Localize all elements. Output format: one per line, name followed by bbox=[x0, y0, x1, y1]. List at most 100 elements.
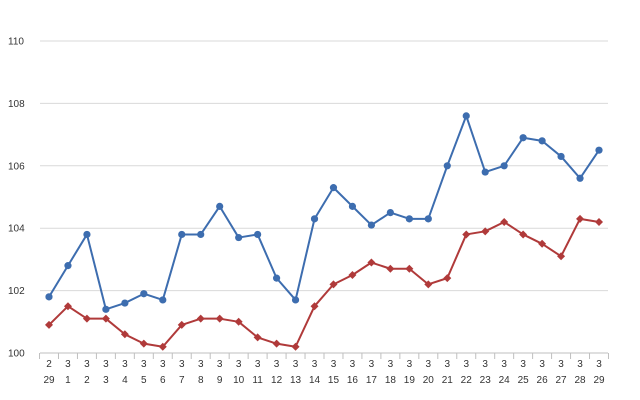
series-2-point bbox=[367, 258, 376, 267]
x-tick-label-month: 3 bbox=[482, 359, 488, 370]
series-1-point bbox=[197, 230, 205, 239]
series-2-point bbox=[196, 314, 205, 323]
x-tick-label-month: 3 bbox=[84, 359, 90, 370]
series-2-point bbox=[348, 271, 357, 279]
x-tick-label-month: 3 bbox=[444, 359, 450, 370]
x-tick-label-month: 3 bbox=[293, 359, 299, 370]
x-tick-label-month: 3 bbox=[520, 359, 526, 370]
x-tick-label-day: 20 bbox=[423, 375, 435, 386]
x-tick-label-month: 3 bbox=[103, 359, 109, 370]
series-2-point bbox=[177, 320, 186, 329]
x-tick-label-month: 3 bbox=[558, 359, 564, 370]
x-tick-label-month: 3 bbox=[255, 359, 261, 370]
x-tick-label-month: 3 bbox=[198, 359, 204, 370]
x-tick-label-month: 3 bbox=[217, 359, 223, 370]
x-tick-label-day: 22 bbox=[461, 375, 473, 386]
series-1-point bbox=[348, 202, 357, 210]
x-tick-label-day: 17 bbox=[366, 375, 378, 386]
series-1-point bbox=[329, 184, 338, 192]
x-tick-label-day: 10 bbox=[233, 375, 245, 386]
x-tick-label-day: 29 bbox=[43, 375, 55, 386]
series-2-point bbox=[329, 280, 338, 289]
series-2 bbox=[45, 214, 603, 351]
x-tick-label-month: 3 bbox=[236, 359, 242, 370]
series-1-point bbox=[178, 230, 186, 239]
series-1-point bbox=[386, 209, 394, 217]
x-tick-label-month: 3 bbox=[274, 359, 280, 370]
x-tick-label-day: 1 bbox=[65, 375, 71, 386]
series-2-point bbox=[405, 264, 414, 273]
series-2-point bbox=[45, 320, 53, 329]
x-tick-label-month: 3 bbox=[577, 359, 583, 370]
series-1-point bbox=[272, 274, 281, 282]
x-tick-label-day: 26 bbox=[537, 375, 549, 386]
x-tick-label-month: 3 bbox=[65, 359, 71, 370]
series-2-point bbox=[139, 339, 148, 348]
series-1-line bbox=[48, 114, 600, 311]
x-tick-label-day: 23 bbox=[480, 375, 492, 386]
series-2-point bbox=[310, 302, 319, 311]
series-1-point bbox=[64, 262, 72, 270]
series-2-point bbox=[234, 317, 243, 326]
x-tick-label-day: 3 bbox=[103, 375, 109, 386]
series-2-point bbox=[63, 302, 72, 311]
series-1-point bbox=[595, 146, 603, 154]
x-tick-label-month: 3 bbox=[312, 359, 318, 370]
series-1-point bbox=[424, 215, 432, 223]
y-tick-label: 104 bbox=[8, 224, 25, 235]
x-tick-label-month: 3 bbox=[122, 359, 128, 370]
series-1-point bbox=[443, 162, 451, 170]
x-tick-label-month: 3 bbox=[407, 359, 413, 370]
series-2-line bbox=[48, 217, 600, 348]
series-2-point bbox=[215, 314, 224, 323]
series-2-point bbox=[443, 274, 452, 283]
x-tick-label-day: 13 bbox=[290, 375, 302, 386]
series-1-point bbox=[102, 305, 110, 313]
series-1-point bbox=[405, 215, 413, 223]
series-2-point bbox=[82, 314, 91, 323]
series-2-point bbox=[538, 239, 547, 248]
series-1-point bbox=[481, 168, 489, 176]
series-2-point bbox=[120, 330, 129, 339]
series-1-point bbox=[519, 134, 527, 142]
series-1-point bbox=[557, 152, 565, 161]
series-1-point bbox=[576, 174, 584, 182]
series-1 bbox=[45, 112, 603, 313]
series-2-point bbox=[519, 230, 528, 239]
x-tick-label-month: 3 bbox=[426, 359, 432, 370]
x-tick-label-month: 2 bbox=[46, 359, 52, 370]
series-2-point bbox=[158, 342, 167, 351]
x-tick-label-day: 12 bbox=[271, 375, 283, 386]
x-tick-label-day: 4 bbox=[122, 375, 128, 386]
series-1-point bbox=[367, 221, 376, 229]
x-tick-label-day: 18 bbox=[385, 375, 397, 386]
series-2-point bbox=[557, 252, 566, 261]
x-tick-label-day: 28 bbox=[574, 375, 586, 386]
series-1-point bbox=[159, 296, 167, 304]
x-axis bbox=[39, 352, 609, 359]
x-tick-label-month: 3 bbox=[331, 359, 337, 370]
x-tick-label-day: 21 bbox=[442, 375, 454, 386]
x-tick-label-month: 3 bbox=[141, 359, 147, 370]
x-tick-label-day: 7 bbox=[179, 375, 185, 386]
x-tick-label-month: 3 bbox=[179, 359, 185, 370]
series-2-point bbox=[291, 342, 300, 351]
grid-lines bbox=[40, 40, 608, 292]
x-tick-label-day: 27 bbox=[556, 375, 568, 386]
x-tick-label-month: 3 bbox=[501, 359, 507, 370]
series-1-point bbox=[500, 162, 508, 170]
x-axis-ticks: 2293132333435363738393103113123133143153… bbox=[43, 359, 605, 386]
x-tick-label-month: 3 bbox=[596, 359, 602, 370]
x-tick-label-month: 3 bbox=[160, 359, 166, 370]
x-tick-label-month: 3 bbox=[350, 359, 356, 370]
x-tick-label-day: 2 bbox=[84, 375, 90, 386]
series-1-point bbox=[254, 230, 262, 239]
y-tick-label: 108 bbox=[8, 99, 25, 110]
x-tick-label-day: 29 bbox=[593, 375, 605, 386]
x-tick-label-day: 8 bbox=[198, 375, 204, 386]
series-1-point bbox=[235, 233, 243, 242]
series-2-point bbox=[386, 264, 395, 273]
x-tick-label-day: 11 bbox=[252, 375, 263, 386]
y-axis-ticks: 100 102 104 106 108 110 bbox=[8, 37, 25, 360]
